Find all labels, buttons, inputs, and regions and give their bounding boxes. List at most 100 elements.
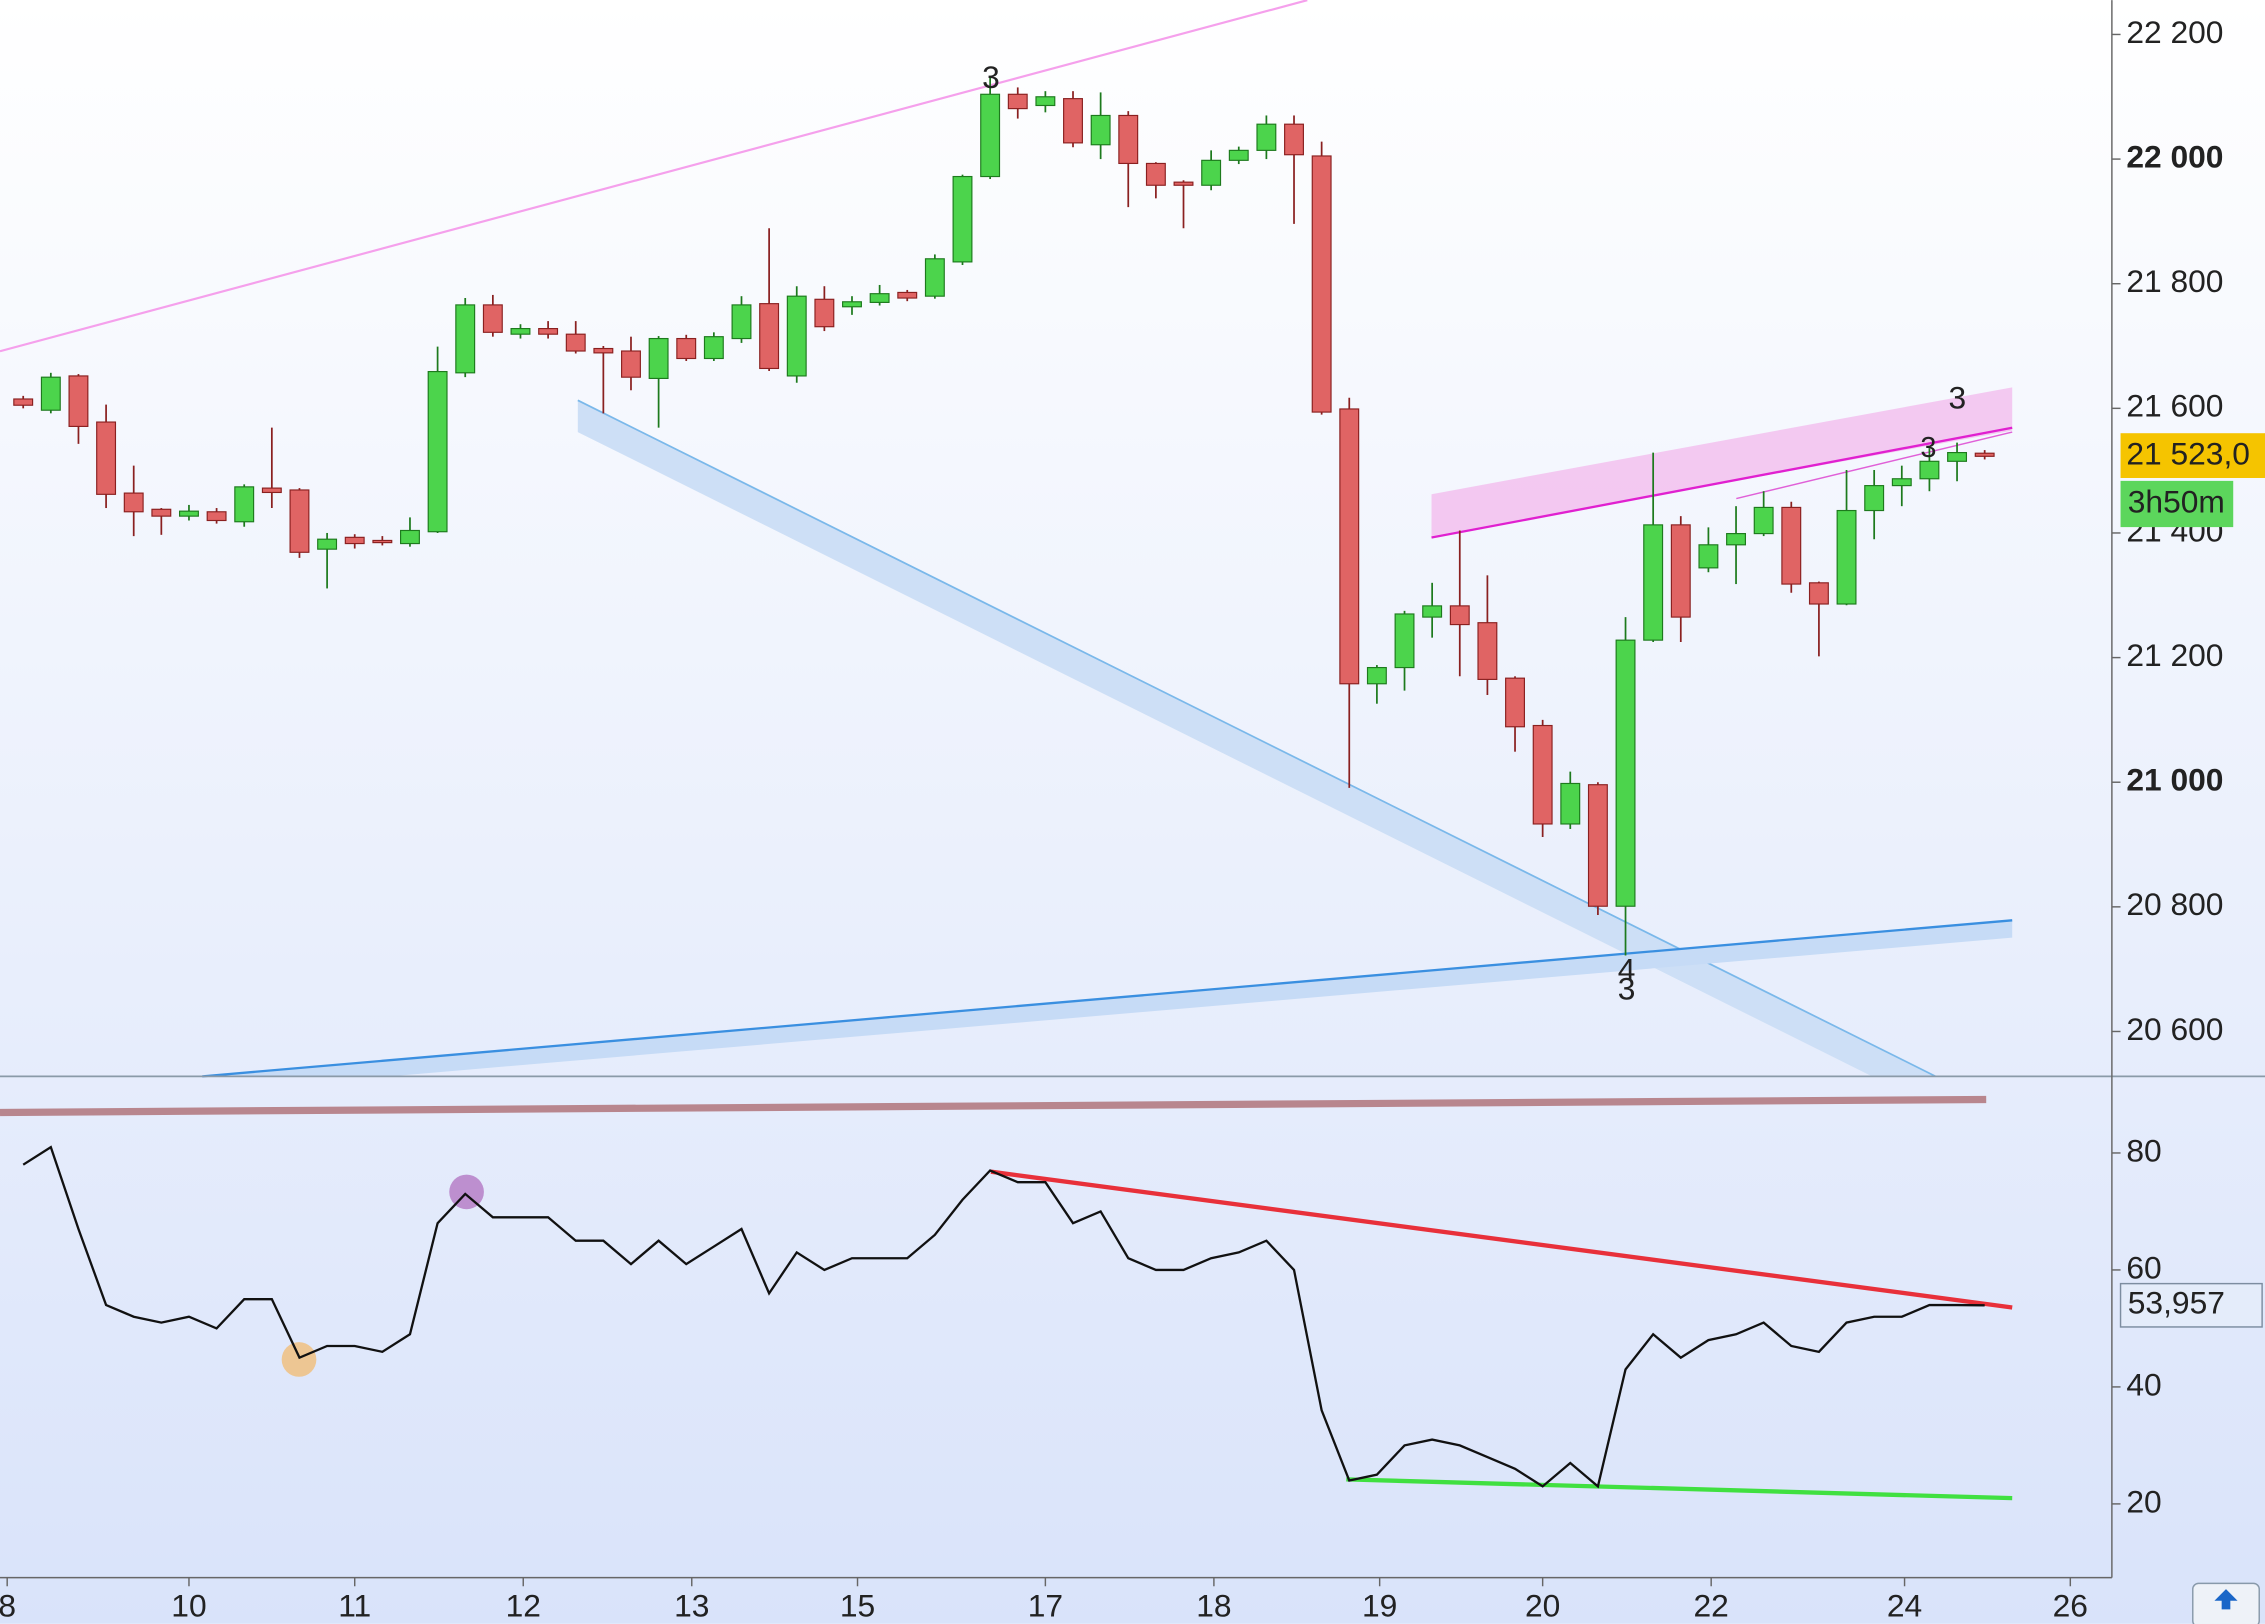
rsi-line [22, 1145, 1985, 1489]
candle-body [68, 375, 89, 427]
candle-body [1726, 533, 1747, 546]
rsi-trend-line [1346, 1477, 2013, 1501]
candle-body [510, 327, 531, 335]
candle-body [1035, 96, 1056, 107]
candle-body [1477, 622, 1498, 680]
candle-body [261, 487, 282, 494]
candle-body [1643, 524, 1664, 641]
y-tick-label: 22 200 [2126, 14, 2223, 50]
candle-body [1753, 506, 1774, 535]
candle-body [1891, 478, 1912, 487]
x-tick-label: 24 [1887, 1587, 1922, 1623]
candle-body [1974, 452, 1995, 457]
x-tick-label: 11 [338, 1587, 371, 1623]
candle-body [1449, 605, 1470, 626]
candle-body [1284, 123, 1304, 156]
channel-band [1431, 387, 2013, 537]
x-tick-label: 18 [1196, 1587, 1231, 1623]
candle-body [1118, 114, 1139, 165]
candle-body [234, 486, 255, 523]
countdown-box [2120, 480, 2234, 528]
candle-body [178, 510, 199, 517]
x-tick-label: 22 [1694, 1587, 1729, 1623]
annotation: 4 [1618, 952, 1636, 988]
x-tick-label: 12 [506, 1587, 541, 1623]
scroll-button[interactable] [2192, 1582, 2260, 1624]
candle-body [676, 337, 697, 360]
candle-body [289, 489, 310, 553]
candle-body [455, 304, 476, 374]
candle-body [344, 536, 365, 545]
y-tick-label: 22 000 [2126, 138, 2223, 174]
button-icon[interactable] [2214, 1589, 2238, 1610]
y-tick-label: 20 600 [2126, 1011, 2223, 1047]
candle-body [924, 258, 945, 297]
y-tick-label: 80 [2126, 1132, 2161, 1168]
candle-body [703, 336, 724, 360]
x-tick-label: 10 [171, 1587, 206, 1623]
candle-body [814, 298, 835, 328]
trend-line [577, 399, 1937, 1078]
annotation: 3 [1618, 971, 1636, 1007]
candle-body [1670, 524, 1691, 618]
candle-body [1532, 724, 1553, 825]
x-tick-label: 20 [1525, 1587, 1560, 1623]
candle-body [1864, 485, 1885, 512]
candle-body [482, 304, 503, 333]
trend-line [1736, 431, 2013, 500]
candle-body [842, 301, 862, 308]
candle-body [897, 291, 918, 299]
candle-body [400, 529, 420, 545]
candle-body [1090, 114, 1111, 146]
last-price-box [2120, 433, 2265, 478]
candle-body [372, 539, 393, 544]
candle-body [759, 303, 780, 370]
candle-body [1836, 509, 1857, 605]
candle-body [952, 175, 973, 263]
candle-body [13, 398, 34, 406]
marker [281, 1342, 317, 1377]
candle-body [40, 376, 61, 411]
candle-body [1366, 666, 1387, 685]
trend-line [1431, 426, 2013, 539]
annotation: 3 [982, 59, 1000, 95]
value-label-box [2119, 1282, 2263, 1328]
countdown-label: 3h50m [2128, 483, 2225, 519]
candle-body [1560, 782, 1581, 825]
rsi-trend-line [990, 1169, 2013, 1310]
candle-body [1063, 98, 1083, 144]
candle-body [123, 492, 144, 513]
value-label: 53,957 [2128, 1285, 2225, 1321]
candle-body [1173, 181, 1194, 186]
candle-body [786, 295, 807, 377]
candle-body [1201, 159, 1222, 186]
annotation: 3 [1948, 380, 1966, 416]
y-tick-label: 21 600 [2126, 388, 2223, 424]
candle-body [317, 538, 338, 550]
candle-body [1228, 149, 1249, 161]
x-tick-label: 15 [840, 1587, 875, 1623]
candle-body [96, 421, 117, 495]
trend-line [0, 0, 1308, 353]
candle-body [1007, 93, 1028, 110]
rsi-level-line [0, 1095, 1987, 1117]
x-tick-label: 13 [674, 1587, 709, 1623]
candle-body [1698, 544, 1719, 569]
y-tick-label: 20 800 [2126, 886, 2223, 922]
candle-body [731, 304, 752, 340]
candle-body [206, 511, 227, 522]
candle-body [980, 93, 1001, 178]
candle-body [648, 337, 669, 380]
annotation: 3 [1920, 432, 1936, 464]
last-price-label: 21 523,0 [2126, 436, 2250, 472]
candle-body [1947, 452, 1968, 462]
candle-body [1339, 408, 1360, 685]
candle-body [1145, 162, 1166, 186]
x-tick-label: 8 [0, 1587, 16, 1623]
candle-body [427, 370, 448, 533]
candle-body [1422, 605, 1443, 618]
